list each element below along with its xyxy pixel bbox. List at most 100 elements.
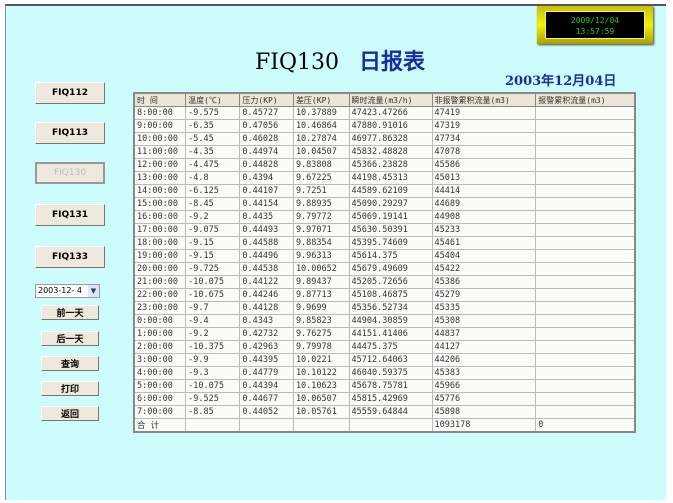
- table-row: 14:00:00 -6.125 0.44107 9.7251 44589.62109 44…: [133, 184, 636, 198]
- table-cell: 20:00:00: [133, 262, 187, 276]
- clock-time: 13:57:59: [575, 27, 615, 36]
- table-cell: [535, 314, 636, 328]
- table-cell: 15:00:00: [133, 197, 187, 211]
- table-cell: 45630.50391: [348, 223, 433, 237]
- table-cell: 0.44395: [239, 353, 294, 367]
- table-cell: -9.2: [185, 210, 241, 224]
- table-row: 9:00:00 -6.35 0.47056 10.46864 47880.91016 47…: [133, 119, 636, 133]
- table-cell: -10.075: [185, 379, 241, 393]
- table-cell: 1093178: [431, 418, 537, 433]
- table-cell: 5:00:00: [133, 379, 187, 393]
- table-cell: [535, 392, 636, 406]
- table-cell: 0.44128: [239, 301, 294, 315]
- table-row: 10:00:00 -5.45 0.46028 10.27874 46977.86328 4…: [133, 132, 636, 146]
- table-cell: [535, 158, 636, 172]
- nav-button-fiq133[interactable]: FIQ133: [35, 246, 105, 268]
- table-row: 6:00:00 -9.525 0.44677 10.06507 45815.42969 4…: [133, 392, 636, 406]
- table-cell: 44689: [431, 197, 537, 211]
- table-cell: -8.45: [185, 197, 241, 211]
- table-cell: 9.88935: [292, 197, 350, 211]
- table-cell: 47734: [431, 132, 537, 146]
- title-code: FIQ130: [255, 50, 339, 75]
- table-cell: -9.9: [185, 353, 241, 367]
- total-row: 合 计 1093178 0: [133, 418, 636, 433]
- table-cell: 0.44493: [239, 223, 294, 237]
- table-cell: 0.42963: [239, 340, 294, 354]
- table-row: 2:00:00 -10.375 0.42963 9.79978 44475.375 441…: [133, 340, 636, 354]
- table-cell: 45356.52734: [348, 301, 433, 315]
- table-cell: 45898: [431, 405, 537, 419]
- table-cell: [535, 288, 636, 302]
- prev-day-button[interactable]: 前一天: [41, 305, 99, 320]
- table-row: 23:00:00 -9.7 0.44128 9.9699 45356.52734 4533…: [133, 301, 636, 315]
- nav-button-fiq130[interactable]: FIQ130: [35, 162, 105, 184]
- daily-report-table: 时 间温度(℃) 压力(KP) 差压(KP) 瞬时流量(m3/h) 非报警累积流量(m3…: [133, 92, 636, 433]
- table-cell: 22:00:00: [133, 288, 187, 302]
- column-header: 报警累积流量(m3): [535, 92, 636, 107]
- table-cell: -9.3: [185, 366, 241, 380]
- table-row: 22:00:00 -10.675 0.44246 9.87713 45108.46875…: [133, 288, 636, 302]
- table-cell: 9.96313: [292, 249, 350, 263]
- table-cell: 9.67225: [292, 171, 350, 185]
- table-cell: 9.9699: [292, 301, 350, 315]
- table-cell: 45776: [431, 392, 537, 406]
- table-cell: -9.575: [185, 106, 241, 120]
- date-select[interactable]: 2003-12- 4 ▼: [35, 284, 100, 298]
- table-cell: -10.075: [185, 275, 241, 289]
- query-button[interactable]: 查询: [41, 356, 99, 371]
- table-cell: [535, 210, 636, 224]
- table-cell: [535, 301, 636, 315]
- table-cell: 44837: [431, 327, 537, 341]
- table-cell: 46977.86328: [348, 132, 433, 146]
- table-cell: 8:00:00: [133, 106, 187, 120]
- table-cell: 45815.42969: [348, 392, 433, 406]
- nav-button-fiq131[interactable]: FIQ131: [35, 204, 105, 226]
- table-row: 15:00:00 -8.45 0.44154 9.88935 45090.29297 44…: [133, 197, 636, 211]
- table-cell: [535, 327, 636, 341]
- table-cell: 0.44394: [239, 379, 294, 393]
- table-cell: -9.2: [185, 327, 241, 341]
- table-cell: 45366.23828: [348, 158, 433, 172]
- table-cell: [535, 171, 636, 185]
- table-cell: 9.79978: [292, 340, 350, 354]
- table-cell: -10.375: [185, 340, 241, 354]
- table-cell: 0.4435: [239, 210, 294, 224]
- table-cell: 11:00:00: [133, 145, 187, 159]
- nav-button-fiq112[interactable]: FIQ112: [35, 82, 105, 104]
- table-cell: 10.06507: [292, 392, 350, 406]
- table-cell: -6.125: [185, 184, 241, 198]
- table-cell: 10.10122: [292, 366, 350, 380]
- page-title: FIQ130 日报表: [255, 44, 425, 76]
- table-cell: 47419: [431, 106, 537, 120]
- table-cell: 0: [535, 418, 636, 433]
- table-cell: -9.7: [185, 301, 241, 315]
- table-cell: [535, 236, 636, 250]
- table-cell: [535, 106, 636, 120]
- table-cell: [535, 353, 636, 367]
- table-row: 20:00:00 -9.725 0.44538 10.00652 45679.49609…: [133, 262, 636, 276]
- table-cell: 19:00:00: [133, 249, 187, 263]
- table-cell: 9.7251: [292, 184, 350, 198]
- table-cell: 9.97071: [292, 223, 350, 237]
- table-cell: -5.45: [185, 132, 241, 146]
- table-cell: 45679.49609: [348, 262, 433, 276]
- table-cell: 45461: [431, 236, 537, 250]
- table-row: 8:00:00 -9.575 0.45727 10.37889 47423.47266 4…: [133, 106, 636, 120]
- column-header: 时 间: [133, 92, 187, 107]
- table-cell: 45614.375: [348, 249, 433, 263]
- table-cell: 0.42732: [239, 327, 294, 341]
- table-cell: [535, 340, 636, 354]
- table-cell: 45279: [431, 288, 537, 302]
- next-day-button[interactable]: 后一天: [41, 331, 99, 346]
- back-button[interactable]: 返回: [41, 406, 99, 421]
- nav-button-fiq113[interactable]: FIQ113: [35, 122, 105, 144]
- table-cell: 0.44246: [239, 288, 294, 302]
- print-button[interactable]: 打印: [41, 381, 99, 396]
- table-cell: 44908: [431, 210, 537, 224]
- table-cell: 45832.48828: [348, 145, 433, 159]
- table-cell: 45205.72656: [348, 275, 433, 289]
- title-name: 日报表: [358, 49, 425, 75]
- table-cell: 44414: [431, 184, 537, 198]
- table-cell: 45559.64844: [348, 405, 433, 419]
- chevron-down-icon[interactable]: ▼: [88, 285, 99, 297]
